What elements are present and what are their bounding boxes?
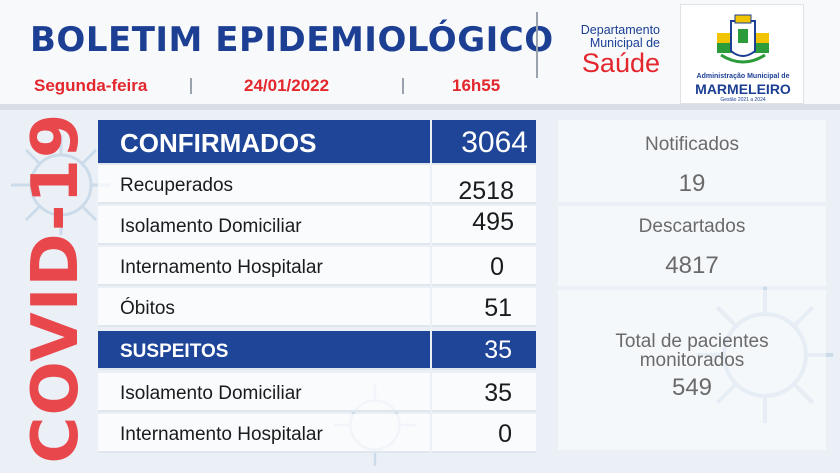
monitorados-label-2: monitorados xyxy=(639,350,745,371)
time-text: 16h55 xyxy=(452,76,501,95)
row-value: 0 xyxy=(490,253,504,281)
table-row: Isolamento Domiciliar 35 xyxy=(98,373,536,412)
row-value: 35 xyxy=(484,379,512,407)
covid-side-label: COVID-19 xyxy=(19,112,93,464)
monitorados-label-1: Total de pacientes xyxy=(615,331,769,352)
suspeitos-label: SUSPEITOS xyxy=(120,341,229,362)
header: BOLETIM EPIDEMIOLÓGICO Segunda-feira 24/… xyxy=(0,0,840,104)
department-line-2: Municipal de xyxy=(589,36,660,50)
notificados-value: 19 xyxy=(678,170,706,197)
divider xyxy=(536,12,538,78)
descartados-card: Descartados 4817 xyxy=(558,206,826,286)
confirmados-label: CONFIRMADOS xyxy=(120,128,317,158)
row-value: 0 xyxy=(498,420,512,448)
row-label: Óbitos xyxy=(120,298,175,319)
notificados-card: Notificados 19 xyxy=(558,120,826,202)
row-value: 51 xyxy=(484,294,512,322)
suspeitos-value: 35 xyxy=(484,336,512,364)
row-label: Isolamento Domiciliar xyxy=(120,383,302,404)
row-label: Internamento Hospitalar xyxy=(120,257,323,278)
coat-of-arms-icon xyxy=(717,14,769,64)
divider xyxy=(190,78,192,94)
department-line-1: Departamento xyxy=(580,23,660,37)
summary-panel: Notificados 19 Descartados 4817 Total de… xyxy=(558,120,826,450)
confirmados-value: 3064 xyxy=(461,126,528,159)
date-text: 24/01/2022 xyxy=(244,76,330,95)
suspeitos-header-row: SUSPEITOS 35 xyxy=(98,331,536,370)
row-label: Recuperados xyxy=(120,175,234,196)
department-label: Departamento Municipal de xyxy=(560,24,660,50)
logo-line-1: Administração Municipal de xyxy=(696,73,790,80)
table-row: Recuperados 2518 xyxy=(98,165,536,205)
logo-line-2: MARMELEIRO xyxy=(695,81,791,97)
header-divider xyxy=(0,104,840,110)
row-value: 2518 xyxy=(458,177,514,205)
monitorados-value: 549 xyxy=(671,374,713,401)
confirmados-header-row: CONFIRMADOS 3064 xyxy=(98,120,536,165)
saude-label: Saúde xyxy=(581,48,660,78)
page-title: BOLETIM EPIDEMIOLÓGICO xyxy=(30,20,554,60)
table-row: Internamento Hospitalar 0 xyxy=(98,247,536,286)
table-row: Isolamento Domiciliar 495 xyxy=(98,206,536,245)
row-label: Internamento Hospitalar xyxy=(120,424,323,445)
descartados-label: Descartados xyxy=(638,216,746,237)
municipality-logo: Administração Municipal de MARMELEIRO Ge… xyxy=(680,4,804,104)
divider xyxy=(402,78,404,94)
notificados-label: Notificados xyxy=(645,134,739,155)
row-value: 495 xyxy=(472,208,514,236)
table-row: Óbitos 51 xyxy=(98,288,536,327)
weekday-text: Segunda-feira xyxy=(34,76,148,95)
row-label: Isolamento Domiciliar xyxy=(120,216,302,237)
logo-line-3: Gestão 2021 a 2024 xyxy=(720,97,766,103)
descartados-value: 4817 xyxy=(665,252,719,279)
table-row: Internamento Hospitalar 0 xyxy=(98,414,536,453)
monitorados-card: Total de pacientes monitorados 549 xyxy=(558,290,826,450)
